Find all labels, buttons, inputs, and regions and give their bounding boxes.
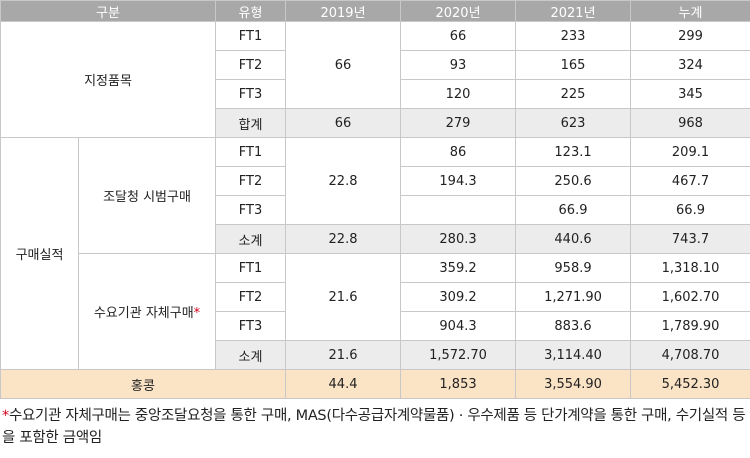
table-cell: 299	[630, 21, 750, 51]
table-cell: 309.2	[400, 282, 517, 312]
table-cell: 66.9	[515, 195, 632, 225]
table-cell: 21.6	[285, 340, 402, 370]
table-cell: FT3	[215, 311, 287, 341]
table-cell: FT2	[215, 282, 287, 312]
table-cell: 합계	[215, 108, 287, 138]
table-cell: FT1	[215, 253, 287, 283]
footnote-marker: *	[2, 408, 9, 424]
table-cell: 93	[400, 50, 517, 80]
table-row: 소계 21.6 1,572.70 3,114.40 4,708.70	[1, 340, 750, 370]
table-cell: 279	[400, 108, 517, 138]
table-cell: 86	[400, 137, 517, 167]
table-cell: 홍콩	[0, 369, 287, 399]
table-cell: 1,602.70	[630, 282, 750, 312]
table-cell: 3,114.40	[515, 340, 632, 370]
table-cell: 345	[630, 79, 750, 109]
table-row: 구매실적 조달청 시범구매 FT1 22.8 86 123.1 209.1	[0, 137, 750, 370]
asterisk: *	[193, 306, 201, 321]
table-cell: 968	[630, 108, 750, 138]
table-cell: 623	[515, 108, 632, 138]
header-cell: 2019년	[285, 0, 402, 22]
table-cell: 소계	[215, 224, 287, 254]
data-table: 구분 유형 2019년 2020년 2021년 누계 지정품목 FT1 66 66 233 299 F…	[0, 0, 750, 399]
table-cell: 조달청 시범구매	[77, 137, 217, 254]
header-cell: 구분	[0, 0, 217, 22]
table-row: FT2 309.2 1,271.90 1,602.70	[1, 282, 750, 312]
table-row: FT3 66.9 66.9	[1, 195, 750, 225]
table-cell: 1,271.90	[515, 282, 632, 312]
header-cell: 유형	[215, 0, 287, 22]
table-cell: 194.3	[400, 166, 517, 196]
table-cell: 1,853	[400, 369, 517, 399]
table-cell: 123.1	[515, 137, 632, 167]
sub-label: 수요기관 자체구매	[93, 306, 194, 321]
table-cell: 21.6	[285, 253, 402, 341]
table-cell: 280.3	[400, 224, 517, 254]
table-cell: 250.6	[515, 166, 632, 196]
table-row: 지정품목 FT1 66 66 233 299	[0, 21, 750, 138]
table-cell: 1,789.90	[630, 311, 750, 341]
table-cell: 4,708.70	[630, 340, 750, 370]
table-cell: 지정품목	[0, 21, 217, 138]
table-cell: FT2	[215, 166, 287, 196]
table-cell: 120	[400, 79, 517, 109]
table-cell: 66	[285, 108, 402, 138]
table-cell: 소계	[215, 340, 287, 370]
table-cell: 3,554.90	[515, 369, 632, 399]
table-cell: 359.2	[400, 253, 517, 283]
table-cell: 66.9	[630, 195, 750, 225]
table-cell: FT3	[215, 195, 287, 225]
table-cell: FT2	[215, 50, 287, 80]
table-row: FT3 120 225 345	[1, 79, 750, 109]
table-row: FT3 904.3 883.6 1,789.90	[1, 311, 750, 341]
table-cell: 수요기관 자체구매*	[77, 253, 217, 370]
table-cell: 883.6	[515, 311, 632, 341]
table-cell: 233	[515, 21, 632, 51]
table-row: 홍콩 44.4 1,853 3,554.90 5,452.30	[0, 369, 750, 399]
table-cell: FT1	[215, 21, 287, 51]
table-cell: FT1	[215, 137, 287, 167]
table-row: 수요기관 자체구매* FT1 21.6 359.2 958.9 1,318.10	[1, 253, 750, 370]
table-cell: 225	[515, 79, 632, 109]
table-cell: 165	[515, 50, 632, 80]
table-cell: 22.8	[285, 224, 402, 254]
table-cell: 209.1	[630, 137, 750, 167]
table-row: 소계 22.8 280.3 440.6 743.7	[1, 224, 750, 254]
table-cell: 324	[630, 50, 750, 80]
table-row: 합계 66 279 623 968	[1, 108, 750, 138]
sub-label: 조달청 시범구매	[103, 190, 191, 205]
table-cell: 구매실적	[0, 137, 79, 370]
table-cell: 958.9	[515, 253, 632, 283]
table-cell: 904.3	[400, 311, 517, 341]
table-row: FT2 194.3 250.6 467.7	[1, 166, 750, 196]
table-cell: 440.6	[515, 224, 632, 254]
table-cell: 1,572.70	[400, 340, 517, 370]
table-cell	[400, 195, 517, 225]
header-cell: 2020년	[400, 0, 517, 22]
footnote-text: 수요기관 자체구매는 중앙조달요청을 통한 구매, MAS(다수공급자계약물품)…	[2, 408, 746, 446]
table-cell: 1,318.10	[630, 253, 750, 283]
table-cell: 44.4	[285, 369, 402, 399]
table-row: FT2 93 165 324	[1, 50, 750, 80]
table-cell: 743.7	[630, 224, 750, 254]
table-cell: 467.7	[630, 166, 750, 196]
table-cell: 66	[285, 21, 402, 109]
table-cell: 5,452.30	[630, 369, 750, 399]
header-cell: 누계	[630, 0, 750, 22]
header-cell: 2021년	[515, 0, 632, 22]
footnote: *수요기관 자체구매는 중앙조달요청을 통한 구매, MAS(다수공급자계약물품…	[0, 399, 750, 449]
table-cell: 66	[400, 21, 517, 51]
table-cell: 22.8	[285, 137, 402, 225]
table-cell: FT3	[215, 79, 287, 109]
